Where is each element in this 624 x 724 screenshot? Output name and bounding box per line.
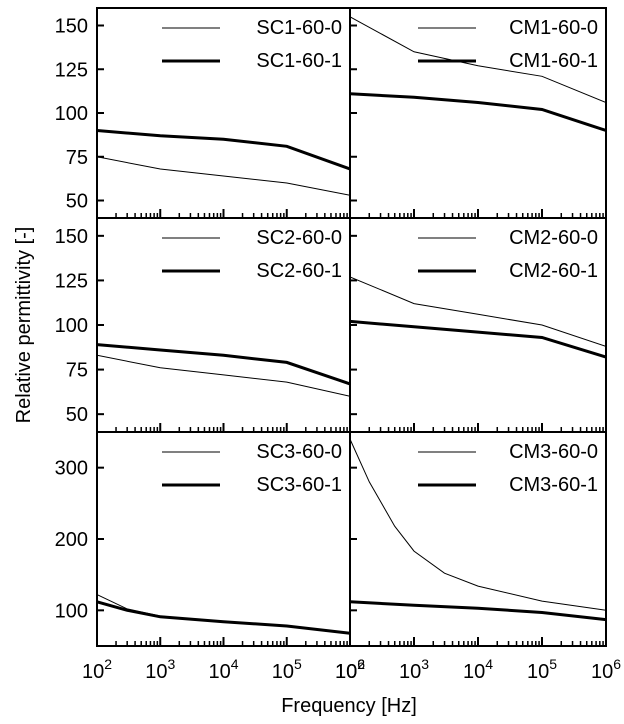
y-tick-label: 100 <box>55 315 88 337</box>
y-tick-label: 50 <box>66 191 88 213</box>
x-tick-exponent: 6 <box>357 656 365 672</box>
legend-label-CM1-60-1: CM1-60-1 <box>509 50 598 72</box>
y-tick-label: 125 <box>55 59 88 81</box>
y-tick-label: 150 <box>55 16 88 38</box>
legend-label-CM2-60-1: CM2-60-1 <box>509 260 598 282</box>
x-tick-exponent: 3 <box>167 656 175 672</box>
x-tick-exponent: 3 <box>421 656 429 672</box>
y-tick-label: 125 <box>55 270 88 292</box>
series-line-SC2-60-0 <box>97 354 350 397</box>
x-tick-label: 105 <box>527 656 557 683</box>
series-line-SC2-60-1 <box>97 343 350 386</box>
legend-label-CM2-60-0: CM2-60-0 <box>509 227 598 249</box>
x-tick-exponent: 2 <box>357 656 365 672</box>
x-tick-label: 106 <box>591 656 621 683</box>
x-tick-label: 102 <box>335 656 365 683</box>
x-axis-title: Frequency [Hz] <box>281 695 417 717</box>
legend-label-SC1-60-1: SC1-60-1 <box>256 50 342 72</box>
x-tick-label: 104 <box>208 656 238 683</box>
legend-label-SC3-60-1: SC3-60-1 <box>256 474 342 496</box>
legend-label-SC2-60-0: SC2-60-0 <box>256 227 342 249</box>
series-line-CM2-60-1 <box>350 319 606 359</box>
legend-label-SC1-60-0: SC1-60-0 <box>256 17 342 39</box>
legend-label-CM1-60-0: CM1-60-0 <box>509 17 598 39</box>
y-axis-title: Relative permittivity [-] <box>13 227 35 424</box>
series-line-CM1-60-1 <box>350 92 606 132</box>
legend-label-CM3-60-0: CM3-60-0 <box>509 441 598 463</box>
panel-frame <box>96 431 351 647</box>
x-tick-exponent: 4 <box>231 656 239 672</box>
legend-label-SC2-60-1: SC2-60-1 <box>256 260 342 282</box>
y-tick-label: 300 <box>55 458 88 480</box>
series-line-CM1-60-0 <box>350 16 606 103</box>
series-line-CM3-60-0 <box>350 438 606 611</box>
panel-middle-right: CM2-60-0 CM2-60-1 <box>349 217 607 433</box>
x-tick-exponent: 5 <box>294 656 302 672</box>
x-tick-label: 104 <box>463 656 493 683</box>
x-tick-label: 103 <box>399 656 429 683</box>
series-line-SC1-60-0 <box>97 156 350 196</box>
panel-top-left: 50 75 100 125 150 SC1-60-0 SC1-60-1 <box>55 7 351 219</box>
series-line-SC1-60-1 <box>97 129 350 171</box>
series-line-CM3-60-1 <box>350 600 606 622</box>
panel-top-right: CM1-60-0 CM1-60-1 <box>349 7 607 219</box>
y-tick-label: 50 <box>66 404 88 426</box>
y-tick-label: 100 <box>55 103 88 125</box>
panel-frame <box>96 217 351 433</box>
panel-frame <box>96 7 351 219</box>
x-tick-label: 105 <box>272 656 302 683</box>
x-tick-label: 102 <box>82 656 112 683</box>
y-tick-label: 200 <box>55 529 88 551</box>
y-tick-label: 75 <box>66 360 88 382</box>
y-tick-label: 150 <box>55 226 88 248</box>
y-tick-label: 100 <box>55 600 88 622</box>
panel-frame <box>349 7 607 219</box>
x-tick-label: 103 <box>145 656 175 683</box>
x-tick-exponent: 4 <box>485 656 493 672</box>
legend-label-SC3-60-0: SC3-60-0 <box>256 441 342 463</box>
x-tick-exponent: 6 <box>613 656 621 672</box>
legend-label-CM3-60-1: CM3-60-1 <box>509 474 598 496</box>
x-tick-exponent: 2 <box>104 656 112 672</box>
series-line-SC3-60-1 <box>97 600 350 635</box>
x-tick-exponent: 5 <box>549 656 557 672</box>
panel-bottom-right: CM3-60-0 CM3-60-1 102 103 104 105 106 <box>335 431 621 683</box>
panel-middle-left: 50 75 100 125 150 SC2-60-0 SC2-60-1 <box>55 217 351 433</box>
series-line-CM2-60-0 <box>350 276 606 347</box>
y-tick-label: 75 <box>66 147 88 169</box>
